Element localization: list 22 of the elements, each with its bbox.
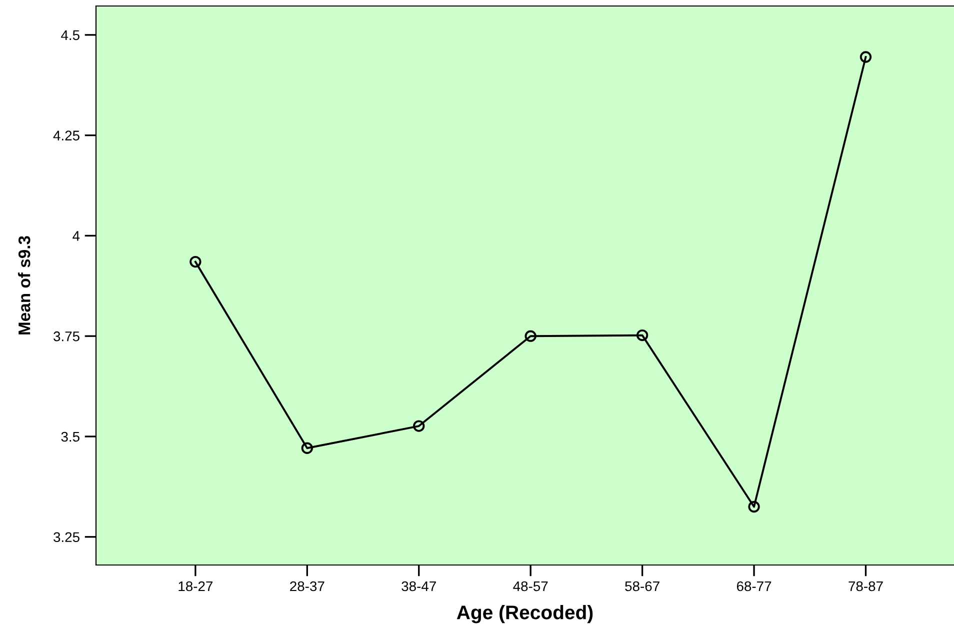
x-tick-label: 78-87: [848, 581, 883, 592]
point: [190, 256, 202, 268]
y-tick-label: 3.5: [61, 432, 80, 442]
y-tick-label: 4.5: [61, 30, 80, 40]
point: [636, 329, 648, 342]
y-axis-title: Mean of s9.3: [18, 236, 30, 334]
x-axis-title: Age (Recoded): [456, 605, 593, 624]
point: [860, 51, 872, 63]
point: [524, 330, 536, 342]
point: [301, 442, 313, 454]
x-tick-label: 18-27: [178, 581, 212, 592]
y-tick-label: 4: [72, 231, 80, 241]
point: [748, 500, 760, 513]
x-tick-label: 48-57: [513, 581, 548, 592]
y-tick-label: 3.75: [54, 331, 80, 342]
point: [413, 420, 425, 432]
x-tick-label: 68-77: [736, 581, 772, 592]
y-tick-label: 3.25: [54, 532, 80, 542]
x-tick-label: 28-37: [290, 581, 324, 592]
y-tick-label: 4.25: [53, 130, 80, 140]
x-tick-label: 38-47: [402, 581, 436, 592]
x-tick-label: 58-67: [625, 581, 660, 592]
